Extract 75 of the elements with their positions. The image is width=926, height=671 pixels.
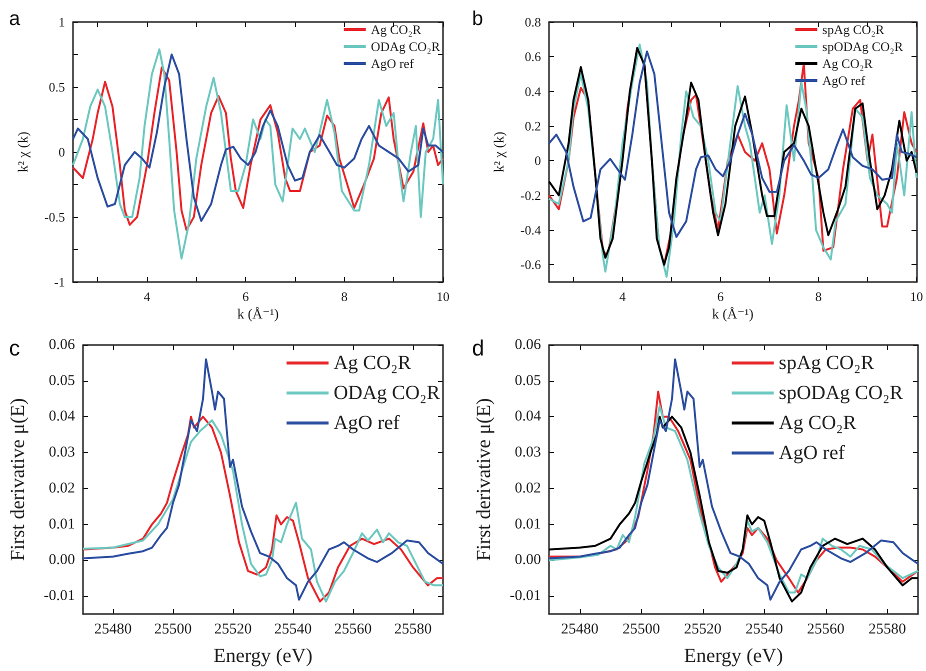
y-axis-title: First derivative μ(E) <box>473 398 495 561</box>
y-tick-label: -0.5 <box>44 210 65 224</box>
chart-title: b <box>472 8 484 30</box>
x-axis-title: k (Å⁻¹) <box>712 306 754 322</box>
x-tick-label: 6 <box>717 289 724 304</box>
y-tick-label: 0.00 <box>48 552 75 568</box>
x-tick-label: 25560 <box>334 622 372 638</box>
x-tick-label: 25500 <box>154 622 192 638</box>
y-axis-title: k² χ (k) <box>16 131 32 172</box>
y-tick-label: 1 <box>58 14 65 30</box>
y-tick-label: 0.00 <box>514 552 541 568</box>
y-tick-label: -0.4 <box>520 222 542 238</box>
legend-label: Ag CO₂R <box>370 22 422 37</box>
legend-label: ODAg CO₂R <box>334 382 441 404</box>
y-tick-label: -0.2 <box>520 188 541 203</box>
legend-label: spAg CO₂R <box>778 352 875 374</box>
y-axis-title: k² χ (k) <box>492 131 508 172</box>
x-axis-title: k (Å⁻¹) <box>237 306 280 322</box>
x-tick-label: 10 <box>436 289 450 304</box>
x-tick-label: 6 <box>242 289 250 304</box>
text: spAg CO₂R <box>822 22 885 37</box>
y-tick-label: -0.6 <box>520 257 542 272</box>
x-tick-label: 25480 <box>94 622 132 638</box>
y-tick-label: 0.2 <box>524 118 541 134</box>
x-tick-label: 25540 <box>274 622 312 638</box>
y-tick-label: 0.03 <box>48 444 75 461</box>
chart-title: d <box>472 336 484 360</box>
chart-title: c <box>9 336 20 360</box>
y-tick-label: -1 <box>54 274 65 290</box>
x-tick-label: 10 <box>910 289 923 304</box>
y-tick-label: 0.5 <box>48 80 65 94</box>
legend-label: spODAg CO₂R <box>778 382 904 404</box>
y-tick-label: 0.01 <box>48 516 75 532</box>
x-tick-label: 25540 <box>746 622 783 638</box>
legend-label: ODAg CO₂R <box>370 39 440 54</box>
x-tick-label: 25500 <box>622 622 660 638</box>
x-tick-label: 4 <box>144 289 151 304</box>
legend-label: AgO ref <box>822 73 866 88</box>
y-tick-label: 0.03 <box>514 444 541 461</box>
y-tick-label: 0 <box>534 153 541 168</box>
x-tick-label: 25520 <box>214 622 252 638</box>
legend-label: Ag CO₂R <box>334 352 412 374</box>
y-tick-label: 0 <box>58 144 65 160</box>
x-tick-label: 25580 <box>394 622 432 638</box>
y-tick-label: 0.8 <box>524 14 541 30</box>
y-tick-label: 0.01 <box>514 516 541 532</box>
legend-label: spODAg CO₂R <box>822 39 904 54</box>
y-tick-label: 0.02 <box>514 480 541 496</box>
y-tick-label: 0.04 <box>514 408 542 425</box>
x-tick-label: 8 <box>815 289 822 304</box>
y-tick-label: 0.06 <box>48 337 76 353</box>
y-tick-label: 0.02 <box>48 480 75 496</box>
y-tick-label: 0.05 <box>48 372 75 389</box>
x-tick-label: 25520 <box>684 622 722 638</box>
y-axis-title: First derivative μ(E) <box>7 398 29 561</box>
x-tick-label: 25480 <box>561 622 598 638</box>
y-tick-label: 0.05 <box>514 372 541 389</box>
y-tick-label: 0.6 <box>524 49 542 64</box>
y-tick-label: -0.01 <box>510 588 541 604</box>
chart-title: a <box>9 8 21 30</box>
x-axis-title: Energy (eV) <box>213 645 313 667</box>
y-tick-label: 0.04 <box>48 408 76 425</box>
legend-label: Ag CO₂R <box>778 412 857 434</box>
legend-label: AgO ref <box>334 412 400 434</box>
x-tick-label: 25580 <box>868 622 906 638</box>
y-tick-label: 0.4 <box>524 84 542 99</box>
x-tick-label: 25560 <box>807 622 844 638</box>
x-tick-label: 8 <box>341 289 348 304</box>
legend-label: Ag CO₂R <box>822 56 873 71</box>
x-axis-title: Energy (eV) <box>684 645 784 667</box>
legend-label: AgO ref <box>778 442 846 464</box>
y-tick-label: 0.06 <box>514 337 542 353</box>
legend-label: AgO ref <box>370 56 414 71</box>
y-tick-label: -0.01 <box>44 588 75 604</box>
x-tick-label: 4 <box>619 289 626 304</box>
